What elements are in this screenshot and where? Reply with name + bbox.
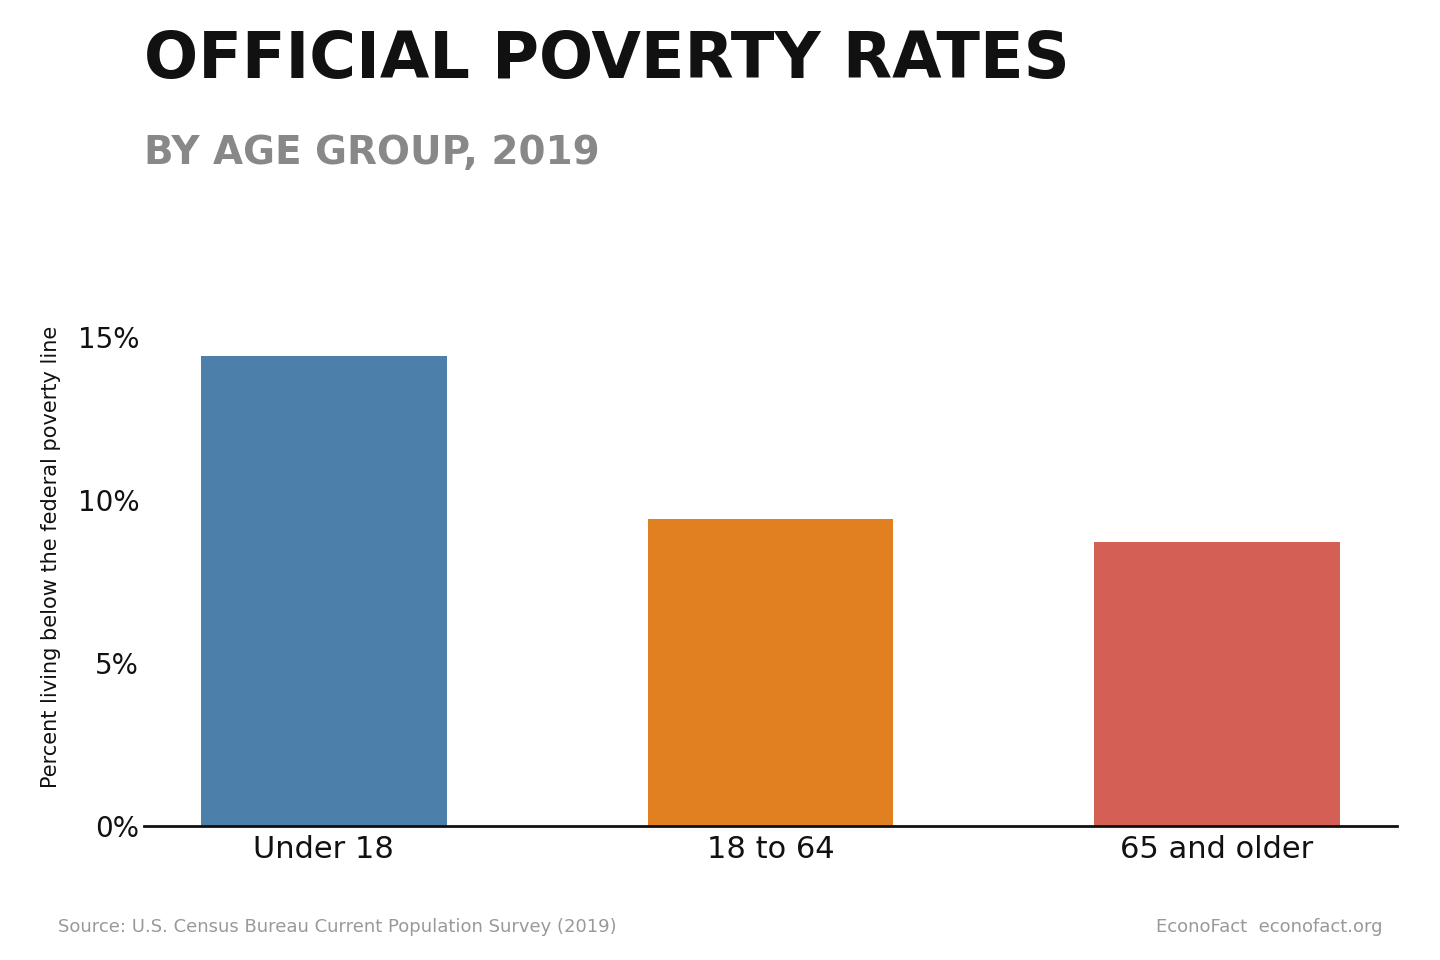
Text: OFFICIAL POVERTY RATES: OFFICIAL POVERTY RATES [144, 29, 1070, 91]
Bar [1094, 542, 1339, 826]
Text: BY AGE GROUP, 2019: BY AGE GROUP, 2019 [144, 134, 599, 173]
Bar [202, 356, 446, 826]
Text: Source: U.S. Census Bureau Current Population Survey (2019): Source: U.S. Census Bureau Current Popul… [58, 918, 616, 936]
Text: EconoFact  econofact.org: EconoFact econofact.org [1156, 918, 1382, 936]
Bar [648, 519, 893, 826]
Y-axis label: Percent living below the federal poverty line: Percent living below the federal poverty… [40, 325, 60, 788]
